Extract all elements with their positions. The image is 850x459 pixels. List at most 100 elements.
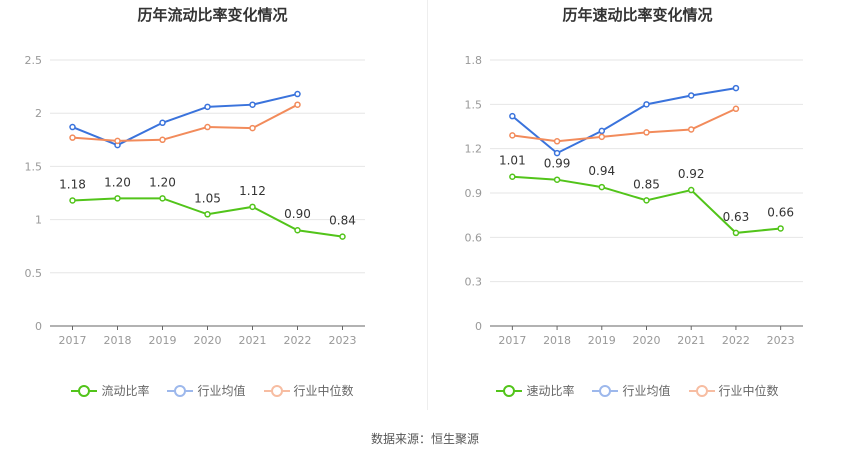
legend-label: 行业均值 (622, 384, 671, 398)
series-line (72, 93, 298, 147)
x-tick-label: 2020 (633, 334, 661, 347)
data-point (114, 137, 121, 145)
legend-label: 流动比率 (101, 384, 150, 398)
data-source-footer: 数据来源：恒生聚源 (370, 432, 479, 446)
data-label: 0.94 (588, 164, 615, 178)
data-point (509, 173, 516, 180)
legend-marker-icon (263, 384, 290, 398)
data-point (204, 123, 211, 131)
current-ratio-chart: 0 0.5 1 1.5 2 2.5 2017 2018 2019 2020 2021 2022 2023… (25, 54, 365, 347)
data-label: 0.90 (284, 207, 311, 221)
chart-title: 历年流动比率变化情况 (137, 6, 288, 24)
data-point (159, 195, 166, 202)
y-tick-label: 1.5 (465, 98, 483, 111)
panel-divider (427, 0, 428, 410)
data-point (732, 105, 740, 113)
x-tick-label: 2023 (329, 334, 357, 347)
x-tick-label: 2017 (59, 334, 87, 347)
data-label: 0.84 (329, 214, 356, 228)
legend-marker-icon (592, 384, 619, 398)
current-ratio-chart-panel: 历年流动比率变化情况 0 0.5 1 1.5 2 2.5 2017 2018 2019 2020 2… (0, 0, 425, 420)
data-point (598, 127, 606, 135)
legend-marker-icon (496, 384, 523, 398)
data-point (294, 101, 301, 108)
data-point (69, 123, 76, 131)
y-tick-label: 0 (35, 320, 42, 333)
legend-marker-icon (688, 384, 715, 398)
series-line (512, 107, 737, 143)
data-point (69, 197, 76, 204)
legend-item-industry-median[interactable]: 行业中位数 (263, 382, 354, 399)
x-tick-label: 2018 (543, 334, 571, 347)
legend-label: 速动比率 (526, 384, 575, 398)
x-tick-label: 2019 (149, 334, 177, 347)
data-point (732, 229, 740, 237)
y-tick-label: 0.5 (25, 267, 43, 280)
data-point (69, 134, 76, 141)
data-point (204, 211, 211, 218)
legend-label: 行业中位数 (293, 384, 354, 398)
y-tick-label: 1 (35, 214, 42, 227)
legend-item-industry-avg[interactable]: 行业均值 (167, 382, 246, 399)
legend-item-current-ratio[interactable]: 流动比率 (71, 382, 149, 399)
x-tick-label: 2022 (722, 334, 750, 347)
data-label: 1.18 (59, 177, 86, 191)
x-tick-label: 2019 (588, 334, 616, 347)
legend-item-quick-ratio[interactable]: 速动比率 (496, 382, 574, 399)
data-point (643, 101, 650, 108)
legend-marker-icon (167, 384, 194, 398)
data-label: 0.85 (633, 177, 660, 191)
data-point (249, 124, 256, 132)
legend-item-industry-avg[interactable]: 行业均值 (592, 382, 671, 399)
x-tick-label: 2023 (767, 334, 795, 347)
data-point (294, 226, 301, 234)
data-label: 0.66 (767, 205, 794, 219)
data-label: 0.99 (544, 157, 571, 171)
data-point (643, 129, 650, 136)
data-label: 0.63 (723, 210, 750, 224)
chart-legend: 流动比率 行业均值 行业中位数 (0, 382, 425, 399)
data-point (598, 133, 606, 141)
x-tick-label: 2022 (284, 334, 312, 347)
data-label: 1.12 (239, 184, 266, 198)
x-tick-label: 2020 (194, 334, 222, 347)
data-point (777, 225, 784, 232)
data-point (294, 90, 301, 98)
data-label: 0.92 (678, 167, 705, 181)
data-point (643, 197, 650, 204)
y-tick-label: 1.5 (25, 160, 43, 173)
data-point (687, 186, 695, 194)
quick-ratio-chart: 0 0.3 0.6 0.9 1.2 1.5 1.8 2017 2018 2019 2020 2021 2… (465, 54, 803, 347)
y-tick-label: 0.3 (465, 276, 483, 289)
data-point (114, 195, 121, 202)
legend-item-industry-median[interactable]: 行业中位数 (688, 382, 779, 399)
data-point (732, 84, 740, 92)
data-point (553, 176, 561, 183)
x-tick-label: 2017 (498, 334, 526, 347)
y-tick-label: 0.6 (465, 231, 483, 244)
y-tick-label: 2 (35, 107, 42, 120)
legend-label: 行业均值 (197, 384, 246, 398)
series-line (511, 87, 737, 155)
series-line (72, 103, 298, 142)
data-point (598, 183, 606, 191)
data-label: 1.20 (104, 175, 131, 189)
data-label: 1.20 (149, 175, 176, 189)
data-point (249, 101, 256, 108)
data-point (509, 112, 516, 120)
data-point (159, 136, 166, 144)
x-tick-label: 2021 (677, 334, 705, 347)
chart-legend: 速动比率 行业均值 行业中位数 (425, 382, 850, 399)
data-label: 1.01 (499, 154, 526, 168)
quick-ratio-chart-panel: 历年速动比率变化情况 0 0.3 0.6 0.9 1.2 1.5 1.8 2017 2018 20… (425, 0, 850, 420)
data-point (249, 203, 256, 211)
data-point (204, 103, 211, 111)
chart-title: 历年速动比率变化情况 (562, 6, 713, 24)
y-tick-label: 2.5 (25, 54, 43, 67)
data-point (687, 92, 695, 99)
x-tick-label: 2018 (104, 334, 132, 347)
y-tick-label: 0.9 (465, 187, 483, 200)
data-point (553, 149, 561, 157)
data-point (553, 138, 561, 145)
y-tick-label: 0 (475, 320, 482, 333)
